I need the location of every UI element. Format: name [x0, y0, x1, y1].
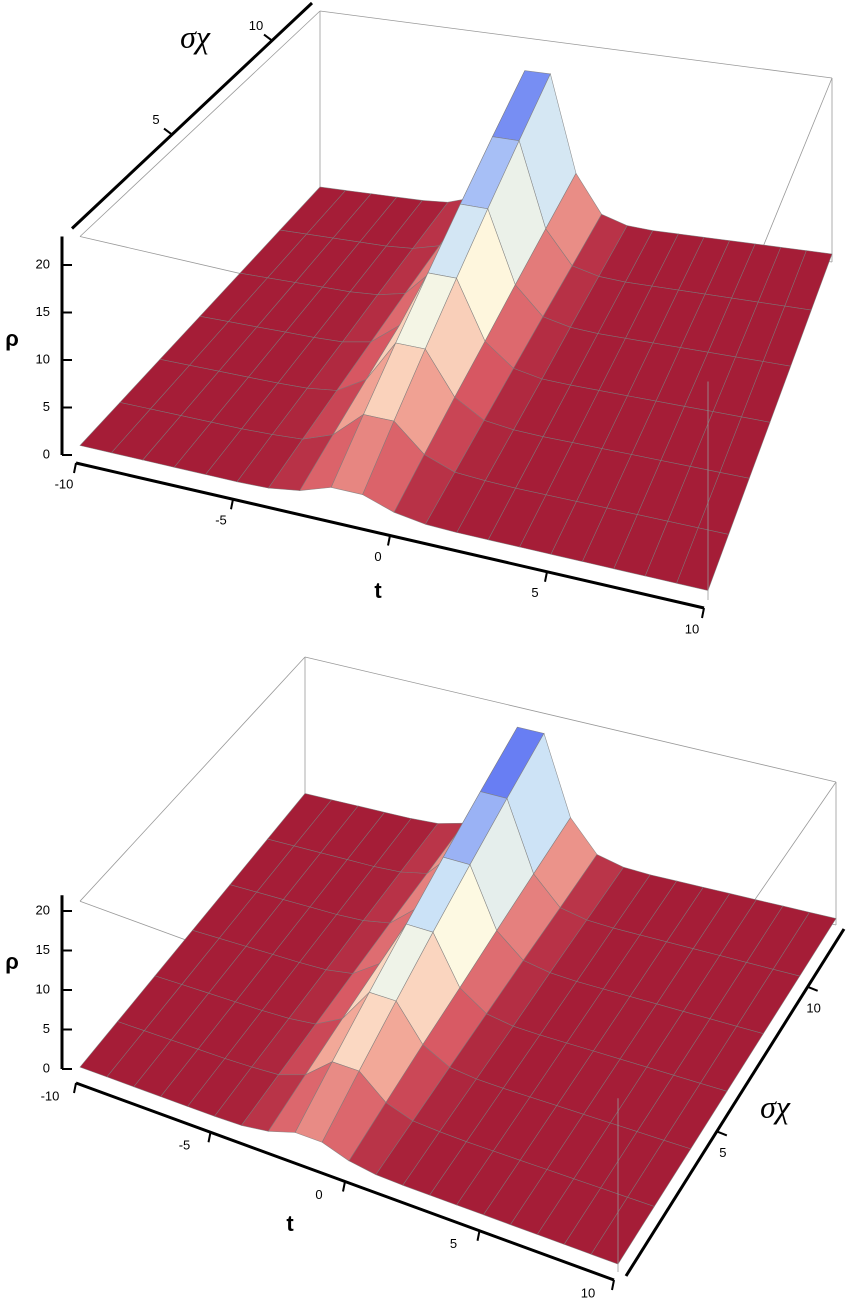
x-tick-label: 0: [315, 1187, 322, 1202]
z-tick-label: 20: [36, 902, 50, 917]
z-tick-label: 0: [43, 446, 50, 461]
z-tick-label: 0: [43, 1060, 50, 1075]
y-tick: [716, 1130, 728, 1137]
z-tick-label: 5: [43, 399, 50, 414]
z-tick-label: 15: [36, 942, 50, 957]
x-tick: [207, 1132, 212, 1143]
y-tick: [163, 127, 173, 136]
y-axis-title: σχ: [180, 18, 211, 54]
z-tick-label: 20: [36, 256, 50, 271]
x-tick-label: -5: [215, 513, 227, 528]
z-tick-label: 15: [36, 304, 50, 319]
x-tick-label: 5: [450, 1236, 457, 1251]
z-tick-label: 10: [36, 351, 50, 366]
x-tick: [701, 607, 705, 619]
z-tick-label: 5: [43, 1021, 50, 1036]
box-edge: [319, 10, 833, 79]
x-tick: [230, 499, 234, 510]
y-tick-label: 5: [152, 112, 159, 127]
x-axis-title: t: [286, 1211, 294, 1236]
y-tick-label: 10: [806, 1000, 820, 1015]
x-tick: [73, 1082, 77, 1094]
x-tick: [387, 535, 391, 546]
z-axis-title: ρ: [5, 326, 19, 351]
box-edge: [79, 10, 321, 237]
x-tick: [342, 1181, 346, 1192]
z-axis-title: ρ: [5, 949, 19, 974]
x-tick: [73, 462, 77, 474]
x-tick-label: -5: [179, 1138, 191, 1153]
x-tick: [544, 571, 548, 582]
x-tick-label: 5: [531, 585, 538, 600]
surface-patch: [590, 1196, 655, 1265]
surface-patch: [676, 527, 730, 591]
z-tick-label: 10: [36, 981, 50, 996]
x-tick-label: -10: [41, 1088, 60, 1103]
surface-chart: 0 5 10 15 20 -10 -5 0 5 10 5 10 ρ t σχ: [5, 1, 833, 636]
box-edge: [304, 656, 837, 783]
x-tick-label: 10: [685, 621, 699, 636]
y-tick-label: 5: [719, 1145, 726, 1160]
box-edge: [79, 656, 306, 902]
y-tick: [807, 985, 819, 992]
x-tick-label: 10: [581, 1285, 595, 1300]
x-tick: [611, 1279, 615, 1291]
surface-chart: 0 5 10 15 20 -10 -5 0 5 10 5 10 ρ t σχ: [5, 656, 846, 1300]
x-axis-title: t: [374, 578, 382, 603]
x-tick-label: -10: [55, 476, 74, 491]
x-tick: [476, 1230, 481, 1241]
y-tick: [263, 33, 273, 42]
y-axis-title: σχ: [760, 1088, 791, 1124]
y-tick-label: 10: [249, 18, 263, 33]
x-tick-label: 0: [374, 549, 381, 564]
